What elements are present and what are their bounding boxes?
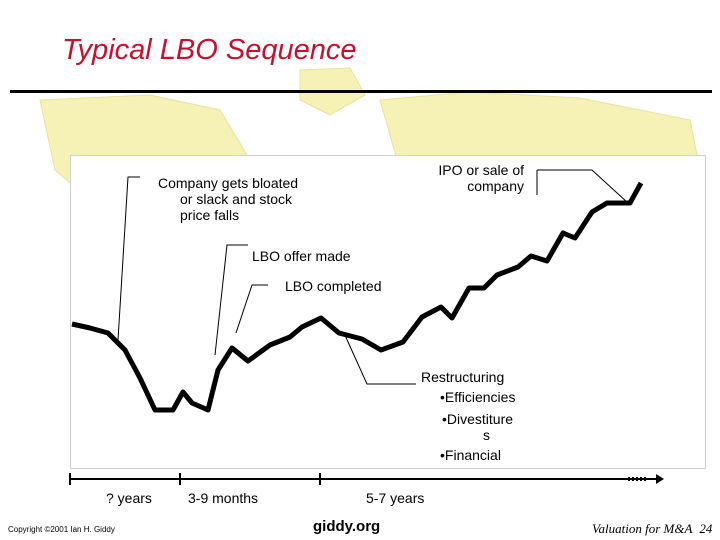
course-name: Valuation for M&A [592, 521, 693, 536]
restructuring-annotation: Restructuring •Efficiencies •Divestiture… [421, 369, 515, 463]
completed-leader-line [235, 284, 268, 334]
page-title: Typical LBO Sequence [62, 34, 357, 66]
title-divider [10, 90, 712, 93]
site-link[interactable]: giddy.org [313, 518, 381, 535]
restructuring-item-financial: •Financial [440, 447, 501, 463]
offer-leader-line [214, 244, 248, 356]
ipo-line-2: company [467, 178, 524, 194]
restructuring-item-divestiture-wrap: s [483, 427, 490, 443]
bloated-line-1: Company gets bloated [158, 175, 299, 191]
timeline-arrowhead [656, 474, 664, 484]
copyright-text: Copyright ©2001 Ian H. Giddy [8, 525, 115, 534]
ipo-leader-line [536, 169, 629, 204]
restructuring-heading: Restructuring [421, 369, 505, 385]
bloated-leader-line [117, 176, 140, 341]
bloated-line-3: price falls [180, 207, 240, 223]
restructuring-item-divestiture: •Divestiture [442, 411, 514, 427]
course-footer: Valuation for M&A 24 [592, 521, 712, 537]
bloated-annotation: Company gets bloated or slack and stock … [158, 175, 298, 223]
lbo-completed-annotation: LBO completed [285, 278, 382, 294]
timeline-label-hold-period: 5-7 years [366, 490, 425, 506]
restructuring-item-efficiencies: •Efficiencies [440, 389, 516, 405]
restructuring-leader-line [343, 332, 416, 385]
ipo-annotation: IPO or sale of company [428, 162, 524, 194]
timeline-label-pre-lbo: ? years [106, 490, 152, 506]
stock-price-line [71, 181, 644, 413]
lbo-offer-annotation: LBO offer made [252, 248, 351, 264]
timeline-label-lbo-period: 3-9 months [188, 490, 259, 506]
bloated-line-2: or slack and stock [180, 191, 293, 207]
ipo-line-1: IPO or sale of [438, 162, 524, 178]
page-number: 24 [699, 521, 713, 536]
